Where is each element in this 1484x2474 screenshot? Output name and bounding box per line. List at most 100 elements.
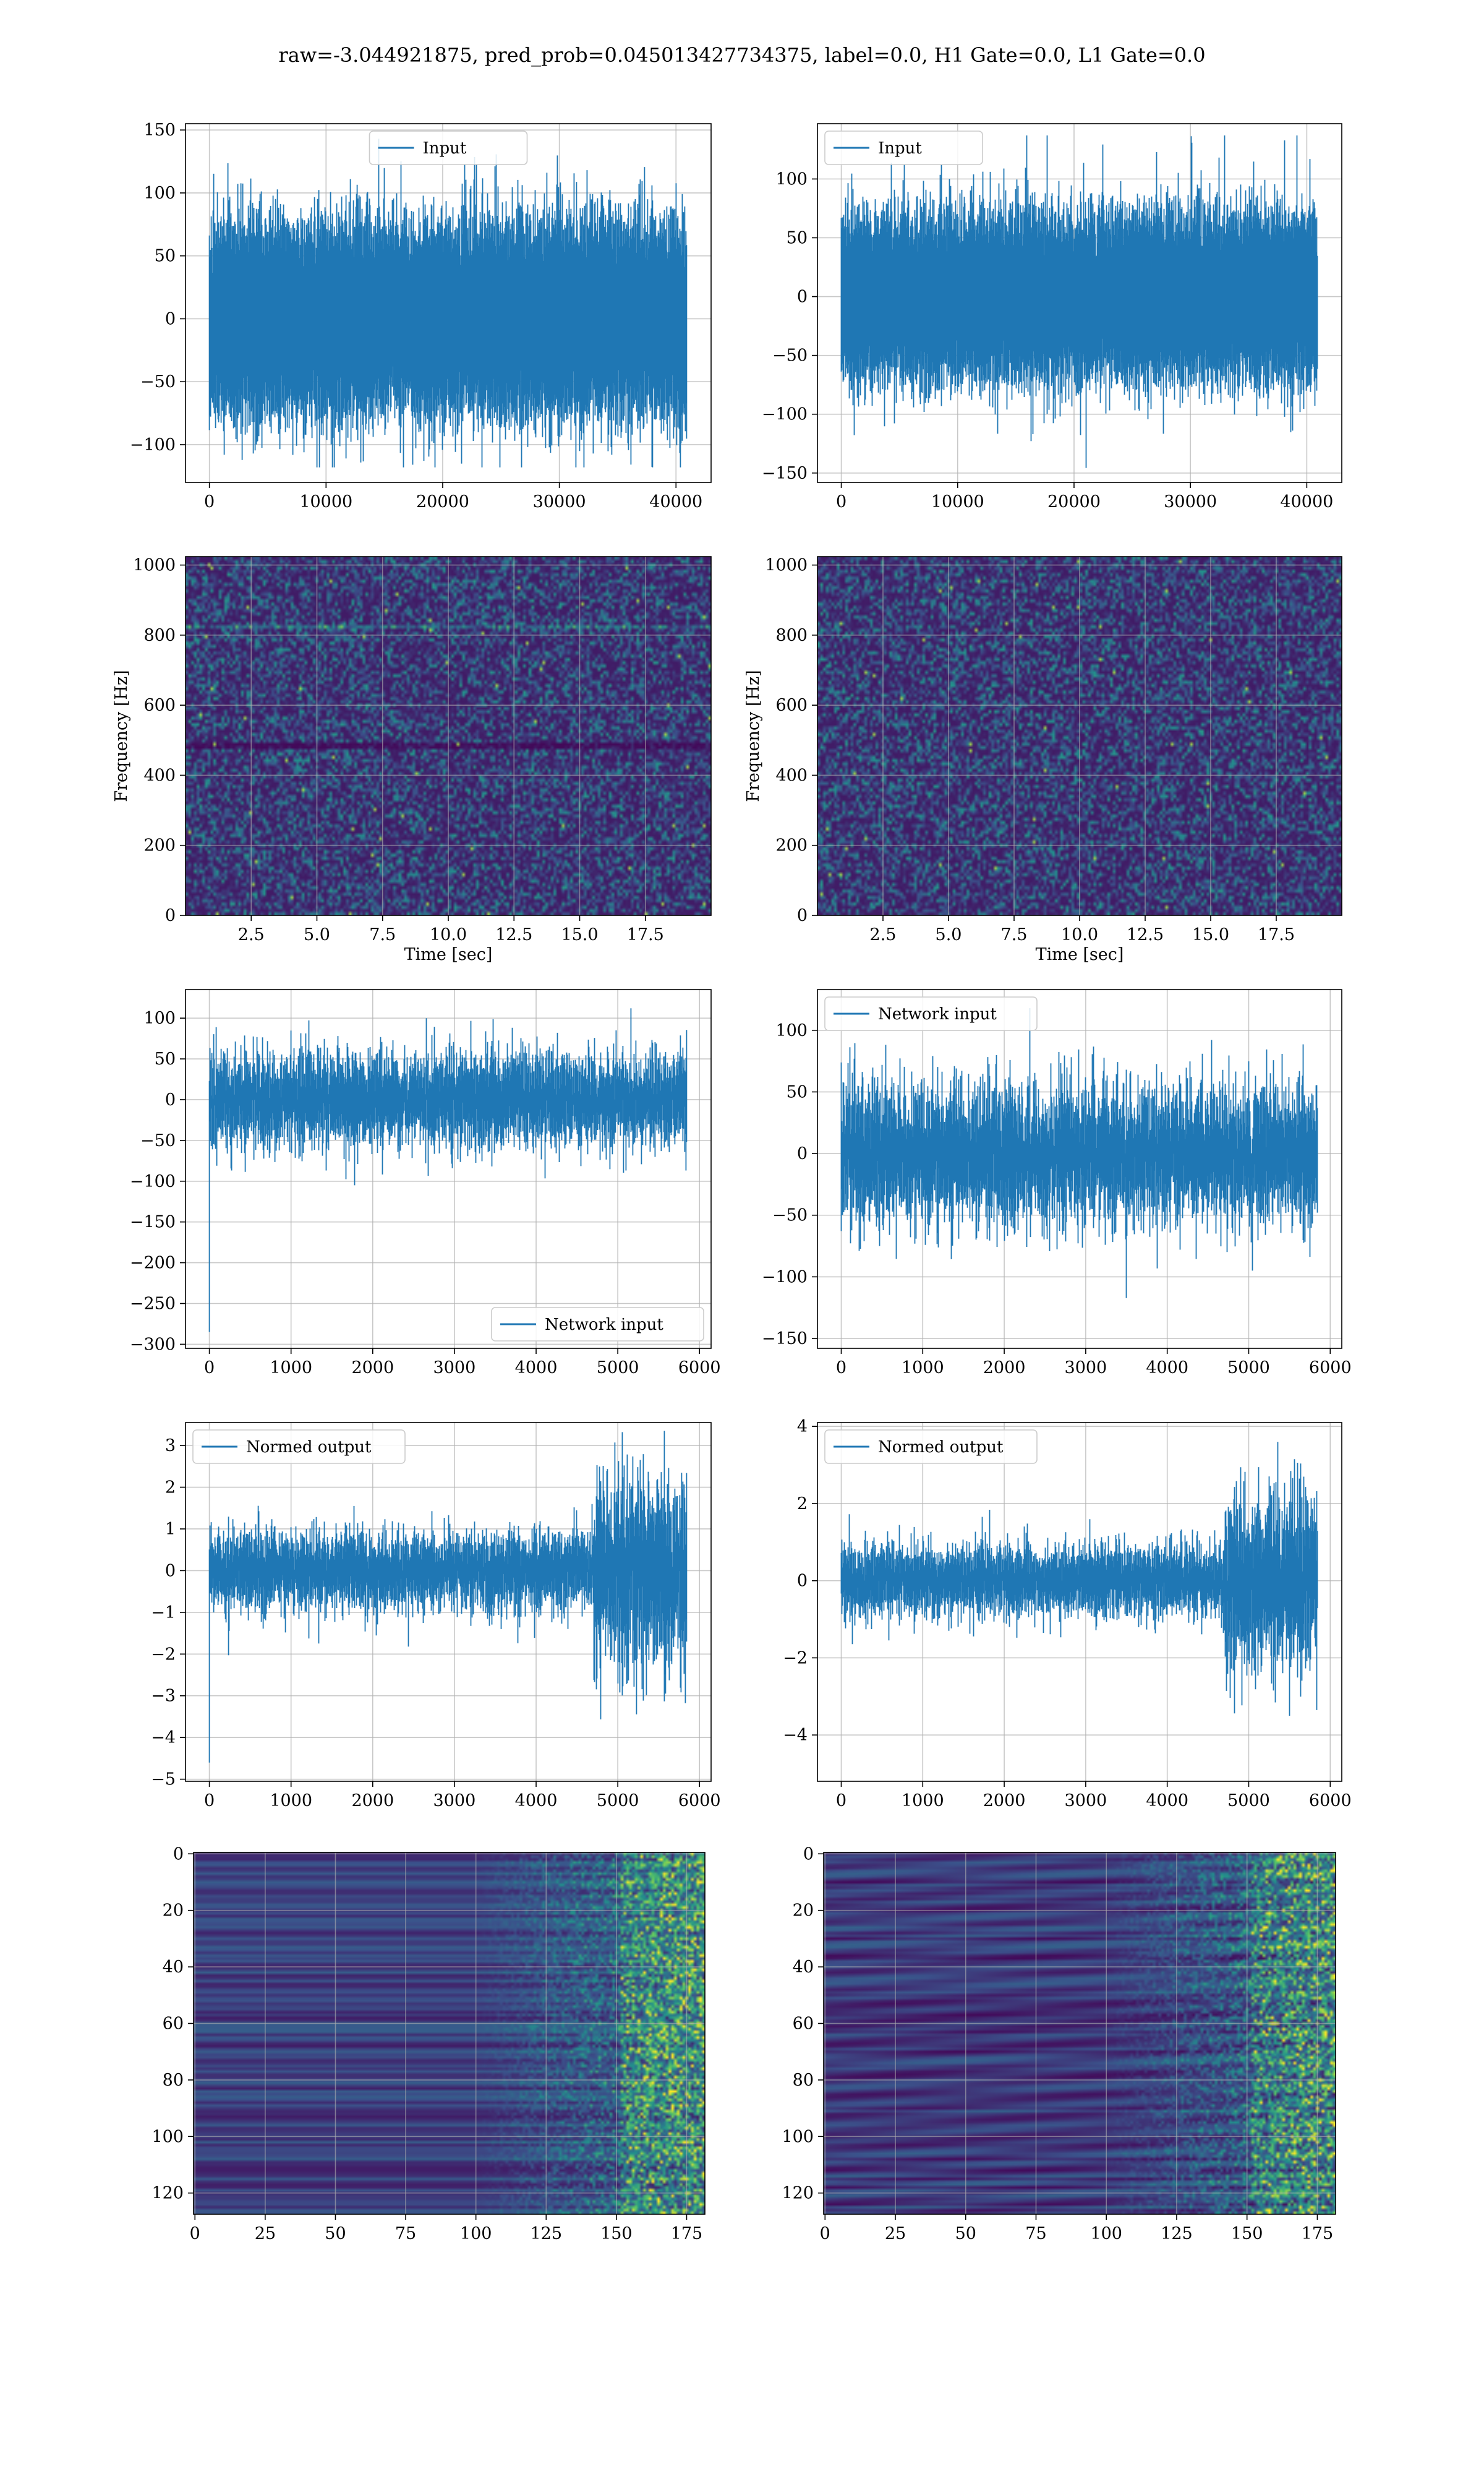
x-tick-label: 0 bbox=[190, 2224, 200, 2243]
x-tick-label: 125 bbox=[530, 2224, 562, 2243]
y-tick-label: 60 bbox=[793, 2014, 814, 2034]
x-tick-label: 125 bbox=[1161, 2224, 1193, 2243]
axes-frame bbox=[817, 123, 1342, 483]
y-tick-label: 100 bbox=[775, 1021, 808, 1040]
y-tick-label: 100 bbox=[782, 2127, 814, 2146]
y-tick-label: −3 bbox=[151, 1687, 176, 1706]
axes-frame bbox=[823, 1852, 1336, 2215]
x-tick-label: 4000 bbox=[1146, 1791, 1188, 1810]
y-tick-label: −100 bbox=[130, 435, 176, 455]
x-tick-label: 10.0 bbox=[1061, 925, 1098, 944]
y-tick-label: 100 bbox=[775, 169, 808, 189]
axes-frame bbox=[185, 1422, 712, 1782]
x-tick-label: 25 bbox=[885, 2224, 906, 2243]
y-tick-label: 1000 bbox=[133, 556, 176, 575]
axes-frame bbox=[817, 989, 1342, 1349]
y-tick-label: 3 bbox=[165, 1436, 176, 1455]
feature-map-left-image bbox=[194, 1852, 705, 2214]
x-tick-label: 4000 bbox=[1146, 1358, 1188, 1377]
input-left-panel: Input 0 10000 20000 30000 40000 −100 −50 0 50 100 1… bbox=[130, 121, 712, 511]
x-tick-label: 40000 bbox=[1280, 492, 1333, 511]
x-tick-label: 20000 bbox=[1047, 492, 1101, 511]
y-tick-label: −2 bbox=[783, 1648, 808, 1667]
x-tick-label: 17.5 bbox=[1258, 925, 1295, 944]
y-tick-label: 0 bbox=[797, 1572, 808, 1591]
feature-map-right-image bbox=[824, 1852, 1336, 2214]
x-tick-label: 1000 bbox=[270, 1791, 312, 1810]
x-tick-label: 7.5 bbox=[1001, 925, 1028, 944]
x-axis-label: Time [sec] bbox=[1036, 945, 1124, 964]
x-tick-label: 2000 bbox=[351, 1791, 394, 1810]
axes-frame bbox=[185, 989, 712, 1349]
x-tick-label: 7.5 bbox=[369, 925, 396, 944]
x-tick-label: 3000 bbox=[433, 1358, 476, 1377]
x-tick-label: 5000 bbox=[597, 1358, 639, 1377]
legend: Normed output bbox=[824, 1429, 1038, 1464]
x-tick-label: 100 bbox=[460, 2224, 492, 2243]
y-tick-label: 0 bbox=[165, 906, 176, 925]
y-tick-label: 20 bbox=[163, 1901, 184, 1920]
x-tick-label: 15.0 bbox=[1192, 925, 1229, 944]
y-tick-label: −50 bbox=[772, 346, 808, 366]
x-tick-label: 4000 bbox=[515, 1791, 558, 1810]
axes-frame bbox=[185, 123, 712, 483]
x-tick-label: 6000 bbox=[1309, 1791, 1352, 1810]
y-tick-label: 0 bbox=[803, 1844, 814, 1864]
spectrogram-right-panel: 2.5 5.0 7.5 10.0 12.5 15.0 17.5 0 200 400 600 800 10… bbox=[744, 556, 1342, 964]
feature-map-right-panel: 0 25 50 75 100 125 150 175 0 20 40 60 80 100 120 bbox=[782, 1844, 1336, 2243]
y-tick-label: 0 bbox=[173, 1844, 184, 1864]
x-tick-label: 0 bbox=[836, 1358, 846, 1377]
x-tick-label: 0 bbox=[820, 2224, 830, 2243]
x-tick-label: 150 bbox=[1231, 2224, 1263, 2243]
legend: Input bbox=[824, 131, 983, 165]
series-line bbox=[208, 1008, 688, 1332]
normed-output-left-panel: Normed output 0 1000 2000 3000 4000 5000 6000 −5… bbox=[151, 1422, 721, 1810]
y-tick-label: 800 bbox=[143, 626, 176, 645]
y-tick-label: −4 bbox=[783, 1726, 808, 1745]
x-tick-label: 2.5 bbox=[870, 925, 897, 944]
y-tick-label: −2 bbox=[151, 1645, 176, 1664]
y-tick-label: 50 bbox=[155, 247, 176, 266]
legend: Input bbox=[369, 131, 528, 165]
y-tick-label: 0 bbox=[797, 906, 808, 925]
x-tick-label: 12.5 bbox=[1127, 925, 1164, 944]
y-tick-label: 200 bbox=[775, 836, 808, 855]
figure-title: raw=-3.044921875, pred_prob=0.0450134277… bbox=[278, 43, 1205, 67]
y-tick-label: −100 bbox=[762, 1267, 808, 1286]
y-tick-label: −250 bbox=[130, 1295, 176, 1314]
x-tick-label: 10.0 bbox=[430, 925, 467, 944]
y-tick-label: 400 bbox=[143, 766, 176, 785]
x-tick-label: 2000 bbox=[983, 1791, 1026, 1810]
x-tick-label: 15.0 bbox=[561, 925, 598, 944]
y-tick-label: 80 bbox=[163, 2071, 184, 2090]
y-tick-label: −100 bbox=[762, 405, 808, 424]
y-tick-label: −5 bbox=[151, 1770, 176, 1789]
x-tick-label: 2000 bbox=[983, 1358, 1026, 1377]
legend-label: Normed output bbox=[246, 1438, 372, 1457]
x-tick-label: 4000 bbox=[515, 1358, 558, 1377]
y-tick-label: −50 bbox=[140, 1131, 176, 1150]
x-tick-label: 75 bbox=[395, 2224, 416, 2243]
x-tick-label: 6000 bbox=[678, 1358, 721, 1377]
x-tick-label: 0 bbox=[204, 1791, 215, 1810]
series-line bbox=[840, 1008, 1318, 1298]
legend-label: Normed output bbox=[878, 1438, 1004, 1457]
x-tick-label: 12.5 bbox=[495, 925, 532, 944]
axes-frame bbox=[817, 1422, 1342, 1782]
x-tick-label: 175 bbox=[671, 2224, 703, 2243]
y-tick-label: −150 bbox=[762, 464, 808, 483]
x-tick-label: 50 bbox=[325, 2224, 346, 2243]
x-tick-label: 0 bbox=[204, 492, 215, 511]
y-tick-label: 600 bbox=[775, 696, 808, 715]
y-axis-label: Frequency [Hz] bbox=[112, 670, 131, 802]
y-tick-label: 2 bbox=[797, 1494, 808, 1513]
y-tick-label: 1 bbox=[165, 1520, 176, 1539]
y-tick-label: 100 bbox=[151, 2127, 184, 2146]
y-tick-label: 800 bbox=[775, 626, 808, 645]
series-line bbox=[208, 1431, 688, 1763]
y-tick-label: 2 bbox=[165, 1478, 176, 1497]
y-tick-label: 0 bbox=[797, 288, 808, 307]
y-tick-label: 100 bbox=[143, 1009, 176, 1028]
x-tick-label: 2000 bbox=[351, 1358, 394, 1377]
y-tick-label: −100 bbox=[130, 1172, 176, 1191]
